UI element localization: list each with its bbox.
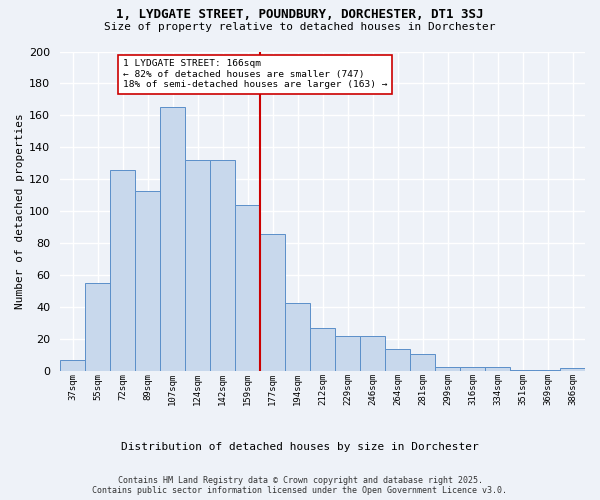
Text: Contains HM Land Registry data © Crown copyright and database right 2025.
Contai: Contains HM Land Registry data © Crown c… xyxy=(92,476,508,495)
Bar xyxy=(235,205,260,372)
Bar xyxy=(310,328,335,372)
Bar xyxy=(385,349,410,372)
Bar xyxy=(485,366,510,372)
Bar xyxy=(210,160,235,372)
Bar xyxy=(510,370,535,372)
Text: Distribution of detached houses by size in Dorchester: Distribution of detached houses by size … xyxy=(121,442,479,452)
Bar xyxy=(285,302,310,372)
Text: Size of property relative to detached houses in Dorchester: Size of property relative to detached ho… xyxy=(104,22,496,32)
Bar xyxy=(85,284,110,372)
Bar xyxy=(435,366,460,372)
Bar xyxy=(335,336,360,372)
Bar xyxy=(135,190,160,372)
Bar xyxy=(535,370,560,372)
Bar xyxy=(560,368,585,372)
Bar xyxy=(60,360,85,372)
Text: 1, LYDGATE STREET, POUNDBURY, DORCHESTER, DT1 3SJ: 1, LYDGATE STREET, POUNDBURY, DORCHESTER… xyxy=(116,8,484,20)
Bar xyxy=(260,234,285,372)
Bar xyxy=(160,108,185,372)
Bar xyxy=(410,354,435,372)
Bar xyxy=(460,366,485,372)
Y-axis label: Number of detached properties: Number of detached properties xyxy=(15,114,25,310)
Bar xyxy=(185,160,210,372)
Text: 1 LYDGATE STREET: 166sqm
← 82% of detached houses are smaller (747)
18% of semi-: 1 LYDGATE STREET: 166sqm ← 82% of detach… xyxy=(122,60,387,90)
Bar xyxy=(360,336,385,372)
Bar xyxy=(110,170,135,372)
